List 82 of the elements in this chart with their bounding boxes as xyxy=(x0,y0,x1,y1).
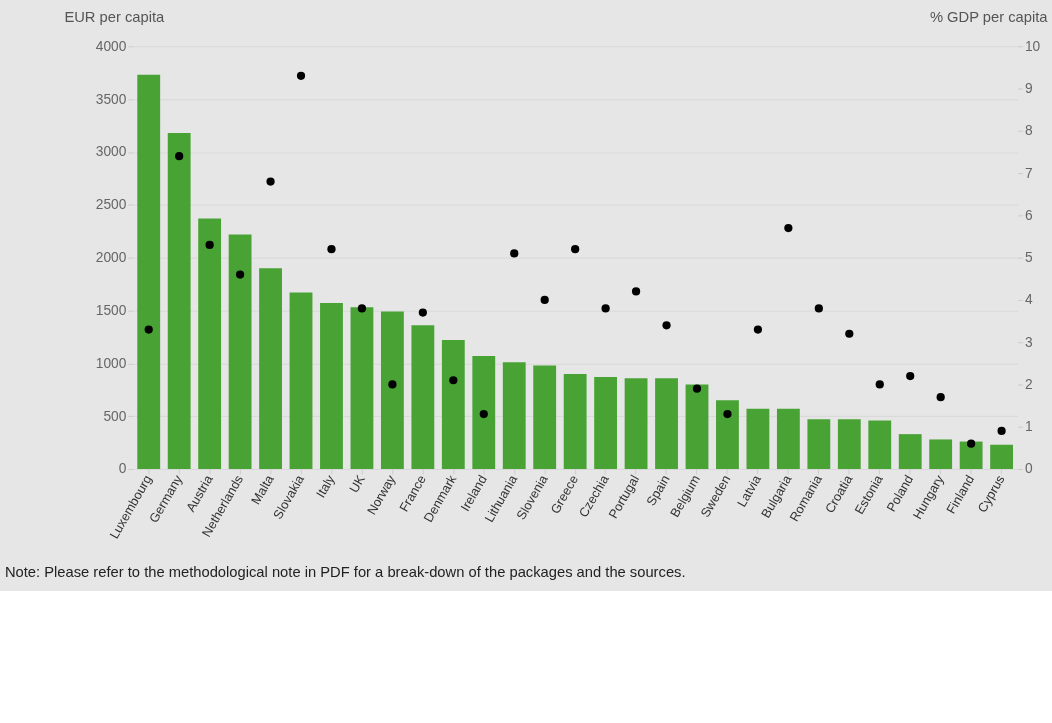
bar xyxy=(320,303,343,470)
bar xyxy=(929,439,953,470)
bar xyxy=(259,268,282,470)
point xyxy=(662,321,671,330)
bar xyxy=(716,400,739,470)
y-tick-label: 1000 xyxy=(95,355,127,371)
y2-tick-label: 2 xyxy=(1024,376,1033,392)
y-tick-label: 2500 xyxy=(95,197,127,213)
point xyxy=(936,393,945,402)
bar xyxy=(746,408,770,470)
point xyxy=(784,223,793,233)
x-tick-label: UK xyxy=(346,471,369,496)
point xyxy=(601,304,610,313)
bar xyxy=(167,132,191,470)
y-tick-label: 3000 xyxy=(95,144,127,160)
y2-tick-label: 6 xyxy=(1024,207,1033,223)
point xyxy=(144,325,153,334)
bar xyxy=(563,373,587,470)
point xyxy=(906,371,915,381)
bar xyxy=(198,218,222,470)
point xyxy=(235,270,245,279)
point xyxy=(205,240,214,250)
y2-tick-label: 7 xyxy=(1024,165,1033,181)
bar xyxy=(898,434,922,470)
bar xyxy=(228,234,252,470)
point xyxy=(357,304,367,313)
bar xyxy=(137,74,161,470)
point xyxy=(875,380,884,389)
bar xyxy=(807,419,831,470)
y-tick-label: 4000 xyxy=(95,38,127,54)
bar xyxy=(685,384,709,470)
bar xyxy=(472,355,496,470)
bar xyxy=(776,408,800,470)
point xyxy=(175,152,184,161)
y-tick-label: 2000 xyxy=(95,250,127,266)
point xyxy=(418,308,427,317)
bar xyxy=(502,362,526,470)
y-tick-label: 0 xyxy=(118,461,127,477)
y2-tick-label: 1 xyxy=(1024,419,1033,435)
y2-tick-label: 9 xyxy=(1024,80,1033,96)
bar xyxy=(594,377,618,470)
point xyxy=(631,287,641,296)
point xyxy=(814,304,823,313)
text: Note: Please refer to the methodological note in PDF for a break-down of the packages and the sources. xyxy=(4,564,686,581)
bar xyxy=(411,325,435,470)
bar xyxy=(441,340,465,470)
point xyxy=(723,409,732,419)
point xyxy=(753,325,763,334)
point xyxy=(327,245,336,254)
bar xyxy=(990,444,1014,470)
y2-tick-label: 4 xyxy=(1024,292,1033,308)
point xyxy=(510,249,519,258)
bar xyxy=(624,378,648,470)
y2-tick-label: 10 xyxy=(1024,38,1041,54)
y2-axis-title: % GDP per capita xyxy=(929,9,1049,26)
bar xyxy=(837,419,861,470)
point xyxy=(845,329,854,338)
y-tick-label: 1500 xyxy=(95,302,127,318)
y2-tick-label: 8 xyxy=(1024,123,1033,139)
point xyxy=(266,177,275,186)
point xyxy=(997,426,1006,436)
bar xyxy=(380,311,404,470)
y-axis-title: EUR per capita xyxy=(64,9,166,26)
point xyxy=(571,245,580,254)
point xyxy=(296,71,306,80)
y2-tick-label: 0 xyxy=(1024,461,1033,477)
point xyxy=(479,409,488,419)
y-tick-label: 3500 xyxy=(95,91,127,107)
y2-tick-label: 3 xyxy=(1024,334,1033,350)
bar xyxy=(350,307,374,470)
bar xyxy=(959,441,983,470)
bar xyxy=(868,420,892,470)
y2-tick-label: 5 xyxy=(1024,250,1033,266)
bar xyxy=(533,365,557,470)
bar xyxy=(289,292,313,470)
y-tick-label: 500 xyxy=(103,408,127,424)
point xyxy=(449,376,458,385)
point xyxy=(540,295,549,305)
bar xyxy=(655,378,678,470)
point xyxy=(692,384,702,393)
point xyxy=(967,439,976,448)
point xyxy=(388,380,397,389)
